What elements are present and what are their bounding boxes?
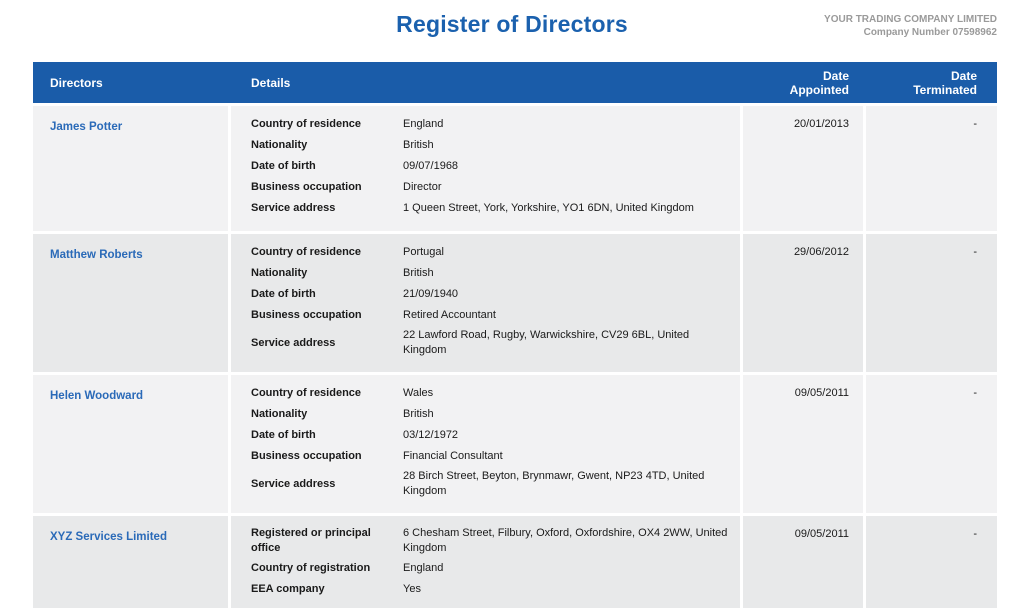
detail-value: 28 Birch Street, Beyton, Brynmawr, Gwent… xyxy=(403,470,705,497)
detail-line: Nationality British xyxy=(251,404,728,425)
column-header-date-terminated: Date Terminated xyxy=(913,68,977,97)
details-cell: Registered or principal office 6 Chesham… xyxy=(231,516,740,608)
detail-label: Service address xyxy=(251,202,336,214)
detail-line: Business occupation Director xyxy=(251,177,728,198)
directors-table: Directors Details Date Appointed Date Te… xyxy=(33,62,997,608)
date-appointed-cell: 09/05/2011 xyxy=(743,375,863,513)
details-cell: Country of residence Portugal Nationalit… xyxy=(231,234,740,372)
detail-line: Country of residence England xyxy=(251,114,728,135)
detail-label: Business occupation xyxy=(251,181,362,193)
detail-value: Yes xyxy=(403,583,421,595)
company-name: YOUR TRADING COMPANY LIMITED xyxy=(824,14,997,25)
detail-value: Director xyxy=(403,181,442,193)
detail-line: Service address 22 Lawford Road, Rugby, … xyxy=(251,326,728,360)
detail-value: 6 Chesham Street, Filbury, Oxford, Oxfor… xyxy=(403,527,728,554)
document-header: Register of Directors YOUR TRADING COMPA… xyxy=(0,0,1024,62)
director-name: James Potter xyxy=(50,121,123,133)
detail-label: Country of registration xyxy=(251,562,371,574)
detail-value: 22 Lawford Road, Rugby, Warwickshire, CV… xyxy=(403,329,690,356)
detail-label: Business occupation xyxy=(251,309,362,321)
detail-value: 09/07/1968 xyxy=(403,160,459,172)
detail-value: Portugal xyxy=(403,246,444,258)
detail-line: Business occupation Financial Consultant xyxy=(251,446,728,467)
table-header-row: Directors Details Date Appointed Date Te… xyxy=(33,62,997,103)
detail-line: Business occupation Retired Accountant xyxy=(251,305,728,326)
detail-label: Nationality xyxy=(251,408,308,420)
date-appointed-cell: 20/01/2013 xyxy=(743,106,863,231)
date-appointed-cell: 29/06/2012 xyxy=(743,234,863,372)
detail-label: Nationality xyxy=(251,267,308,279)
detail-line: Date of birth 09/07/1968 xyxy=(251,156,728,177)
table-row: James Potter Country of residence Englan… xyxy=(33,106,997,231)
director-name: Helen Woodward xyxy=(50,390,144,402)
date-appointed-cell: 09/05/2011 xyxy=(743,516,863,608)
detail-value: England xyxy=(403,118,444,130)
detail-line: Country of registration England xyxy=(251,558,728,579)
date-terminated-cell: - xyxy=(866,516,997,608)
detail-label: Service address xyxy=(251,336,336,349)
detail-label: Country of residence xyxy=(251,118,362,130)
detail-label: Country of residence xyxy=(251,246,362,258)
details-cell: Country of residence England Nationality… xyxy=(231,106,740,231)
details-cell: Country of residence Wales Nationality B… xyxy=(231,375,740,513)
page-title: Register of Directors xyxy=(396,11,628,37)
column-header-date-appointed: Date Appointed xyxy=(789,68,849,97)
date-terminated-cell: - xyxy=(866,234,997,372)
detail-line: Country of residence Wales xyxy=(251,383,728,404)
detail-value: 21/09/1940 xyxy=(403,288,459,300)
company-number: Company Number 07598962 xyxy=(863,27,997,38)
detail-line: Service address 1 Queen Street, York, Yo… xyxy=(251,198,728,219)
detail-label: EEA company xyxy=(251,583,325,595)
detail-value: British xyxy=(403,408,434,420)
table-row: Helen Woodward Country of residence Wale… xyxy=(33,375,997,513)
director-name: Matthew Roberts xyxy=(50,249,143,261)
column-header-directors: Directors xyxy=(50,75,103,90)
detail-line: Date of birth 21/09/1940 xyxy=(251,284,728,305)
detail-line: Date of birth 03/12/1972 xyxy=(251,425,728,446)
director-name: XYZ Services Limited xyxy=(50,531,167,543)
detail-value: England xyxy=(403,562,444,574)
detail-line: Service address 28 Birch Street, Beyton,… xyxy=(251,467,728,501)
company-info: YOUR TRADING COMPANY LIMITED Company Num… xyxy=(824,13,997,39)
date-terminated-cell: - xyxy=(866,106,997,231)
detail-value: Financial Consultant xyxy=(403,450,503,462)
date-terminated-cell: - xyxy=(866,375,997,513)
detail-label: Nationality xyxy=(251,139,308,151)
detail-value: 1 Queen Street, York, Yorkshire, YO1 6DN… xyxy=(403,202,694,214)
column-header-details: Details xyxy=(251,75,291,90)
table-row: Matthew Roberts Country of residence Por… xyxy=(33,234,997,372)
detail-label: Date of birth xyxy=(251,288,316,300)
detail-line: Country of residence Portugal xyxy=(251,242,728,263)
detail-value: British xyxy=(403,267,434,279)
detail-label: Country of residence xyxy=(251,387,362,399)
detail-label: Business occupation xyxy=(251,450,362,462)
detail-label: Date of birth xyxy=(251,160,316,172)
detail-label: Registered or principal office xyxy=(251,527,371,554)
detail-value: British xyxy=(403,139,434,151)
detail-label: Service address xyxy=(251,477,336,490)
detail-value: Wales xyxy=(403,387,434,399)
detail-line: EEA company Yes xyxy=(251,579,728,600)
detail-line: Registered or principal office 6 Chesham… xyxy=(251,524,728,558)
detail-value: Retired Accountant xyxy=(403,309,496,321)
detail-line: Nationality British xyxy=(251,135,728,156)
detail-line: Nationality British xyxy=(251,263,728,284)
detail-label: Date of birth xyxy=(251,429,316,441)
table-row: XYZ Services Limited Registered or princ… xyxy=(33,516,997,608)
detail-value: 03/12/1972 xyxy=(403,429,459,441)
